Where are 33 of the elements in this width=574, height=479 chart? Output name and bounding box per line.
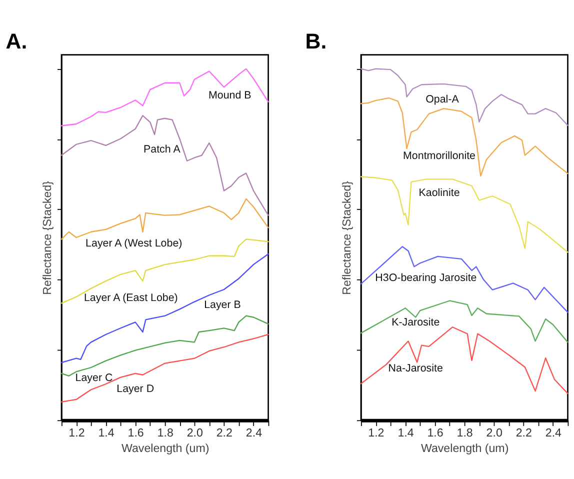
series-label: Opal-A xyxy=(426,93,460,106)
y-axis-title: Reflectance {Stacked} xyxy=(341,180,354,295)
x-tick-label: 2.0 xyxy=(186,428,203,440)
series-label: H3O-bearing Jarosite xyxy=(375,272,477,284)
y-axis-title: Reflectance {Stacked} xyxy=(42,180,54,295)
x-tick-label: 2.2 xyxy=(216,428,232,440)
x-tick-label: 2.2 xyxy=(516,428,532,440)
series-label: Na-Jarosite xyxy=(388,362,443,374)
x-tick-label: 1.2 xyxy=(68,428,85,440)
x-tick-label: 1.6 xyxy=(427,428,444,440)
x-tick-label: 1.4 xyxy=(398,428,414,440)
series-label: Layer A (East Lobe) xyxy=(84,292,178,304)
x-tick-label: 1.8 xyxy=(456,428,473,440)
chart-title: B. xyxy=(305,30,327,54)
chart-title: A. xyxy=(6,30,28,54)
series-label: Layer B xyxy=(204,298,241,311)
series-label: Layer A (West Lobe) xyxy=(86,238,182,250)
x-tick-label: 1.2 xyxy=(368,428,384,440)
series-label: Layer D xyxy=(116,382,154,395)
x-axis-title: Wavelength (um) xyxy=(121,442,210,455)
x-axis-title: Wavelength (um) xyxy=(420,442,509,455)
series-label: Patch A xyxy=(144,144,182,156)
series-label: K-Jarosite xyxy=(392,316,440,329)
x-tick-label: 2.4 xyxy=(246,428,263,440)
series-label: Mound B xyxy=(208,90,252,102)
x-tick-label: 1.8 xyxy=(157,428,174,440)
x-tick-label: 1.4 xyxy=(98,428,115,440)
x-tick-label: 2.0 xyxy=(486,428,502,440)
series-label: Kaolinite xyxy=(418,187,460,200)
series-label: Montmorillonite xyxy=(403,150,476,162)
x-tick-label: 1.6 xyxy=(128,428,144,440)
series-label: Layer C xyxy=(75,372,113,384)
x-tick-label: 2.4 xyxy=(545,428,562,440)
